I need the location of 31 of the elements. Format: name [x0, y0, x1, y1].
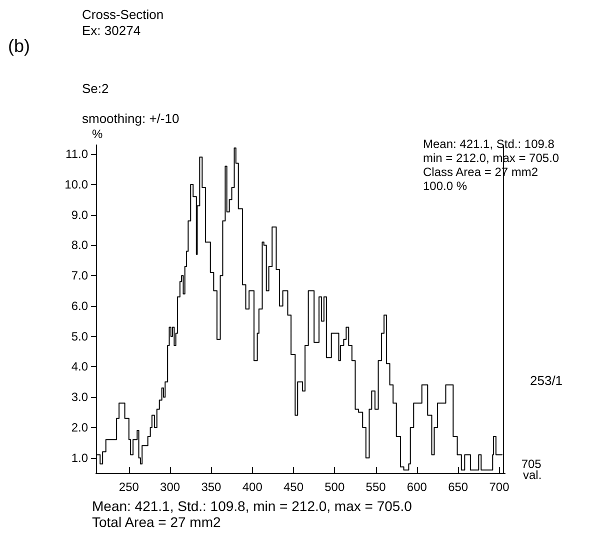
- x-tick-label: 600: [406, 480, 428, 494]
- y-tick-label: 3.0: [71, 390, 88, 404]
- ref-line-label: 705: [521, 457, 542, 471]
- text: Mean: 421.1, Std.: 109.8, min = 212.0, max = 705.0 Total Area = 27 mm2: [92, 498, 412, 530]
- y-tick-label: 10.0: [64, 177, 88, 192]
- y-tick-label: 2.0: [71, 420, 88, 434]
- y-tick-label: 11.0: [66, 147, 88, 162]
- x-tick-label: 700: [489, 480, 510, 494]
- x-tick-label: 400: [242, 480, 263, 494]
- y-tick-label: 7.0: [71, 268, 88, 283]
- y-tick-label: 5.0: [71, 329, 88, 344]
- text: 253/1: [530, 373, 563, 388]
- x-tick-label: 650: [448, 480, 468, 494]
- y-tick-label: 6.0: [71, 298, 88, 313]
- x-tick-label: 450: [283, 480, 304, 494]
- x-tick-label: 550: [366, 480, 386, 494]
- y-tick-label: 9.0: [71, 208, 88, 222]
- chart-subtitle: Ex: 30274: [82, 23, 141, 38]
- text: smoothing: +/-10: [82, 111, 180, 126]
- y-tick-label: 8.0: [71, 238, 88, 252]
- x-tick-label: 300: [160, 480, 180, 494]
- x-tick-label: 250: [118, 480, 140, 494]
- y-tick-label: 1.0: [71, 450, 88, 465]
- y-axis-title: %: [92, 127, 103, 141]
- x-tick-label: 350: [201, 480, 222, 494]
- x-axis-title: val.: [523, 468, 542, 482]
- text: Se:2: [82, 81, 109, 96]
- chart-title: Cross-Section: [82, 7, 164, 22]
- text: (b): [8, 36, 30, 56]
- x-tick-label: 500: [324, 480, 345, 494]
- y-tick-label: 4.0: [71, 360, 88, 374]
